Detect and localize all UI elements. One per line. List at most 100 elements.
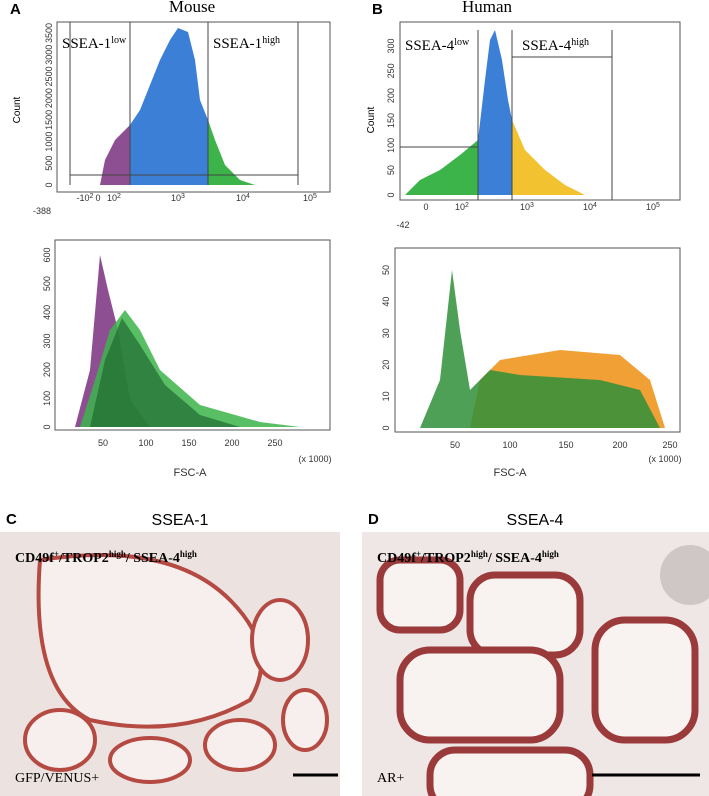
x-tick-label: 100	[502, 440, 517, 450]
x-tick-label: 103	[520, 202, 534, 213]
text: 10	[455, 202, 465, 212]
y-tick-label: 100	[386, 138, 396, 153]
superscript: 5	[656, 202, 660, 209]
text: CD49f	[15, 551, 54, 566]
x-tick-label: 105	[303, 193, 317, 204]
y-tick-label: 1000	[44, 132, 54, 152]
gate-label: SSEA-4high	[522, 37, 589, 55]
y-tick-label: 600	[42, 247, 52, 262]
text: 10	[520, 202, 530, 212]
superscript: high	[542, 549, 559, 559]
superscript: 3	[530, 202, 534, 209]
x-tick-label: -102	[77, 193, 94, 204]
x-tick-label: 104	[236, 193, 250, 204]
panel-letter: B	[372, 1, 383, 18]
text: 10	[646, 202, 656, 212]
stain-label: AR+	[377, 771, 404, 786]
panel-title: SSEA-4	[507, 512, 564, 529]
x-tick-label: 50	[98, 438, 108, 448]
x-axis-unit: (x 1000)	[648, 454, 681, 464]
y-tick-label: 2500	[44, 66, 54, 86]
y-tick-label: 300	[386, 38, 396, 53]
text: 10	[583, 202, 593, 212]
text: SSEA-1	[213, 36, 262, 52]
x-tick-label: 150	[558, 440, 573, 450]
superscript: 5	[313, 193, 317, 200]
superscript: 2	[465, 202, 469, 209]
text: / SSEA-4	[125, 551, 180, 566]
text: 0	[423, 202, 428, 212]
text: /TROP2	[58, 551, 109, 566]
hist-high	[208, 120, 255, 185]
y-tick-label: 30	[381, 328, 391, 338]
y-tick-label: 10	[381, 391, 391, 401]
x-tick-label: 150	[181, 438, 196, 448]
text: SSEA-1	[62, 36, 111, 52]
plot-frame	[394, 247, 681, 433]
superscript: 4	[593, 202, 597, 209]
y-tick-label: 0	[386, 192, 396, 197]
y-tick-label: 50	[386, 165, 396, 175]
x-axis-label: FSC-A	[174, 467, 208, 479]
y-tick-label: 250	[386, 63, 396, 78]
y-tick-label: 100	[42, 391, 52, 406]
y-tick-label: 500	[42, 276, 52, 291]
gate-label: SSEA-1low	[62, 35, 127, 53]
superscript: high	[571, 37, 589, 48]
x-tick-label: 100	[138, 438, 153, 448]
y-tick-label: 200	[42, 362, 52, 377]
x-tick-label: 103	[171, 193, 185, 204]
text: 10	[303, 193, 313, 203]
micrograph	[0, 532, 340, 796]
gate-lines	[400, 30, 613, 200]
x-tick-label: 102	[455, 202, 469, 213]
y-tick-label: 200	[386, 88, 396, 103]
panel-title: Mouse	[169, 0, 215, 16]
superscript: +	[54, 549, 59, 559]
y-tick-label: 400	[42, 305, 52, 320]
x-tick-label: 0	[423, 202, 428, 212]
text: SSEA-4	[522, 38, 572, 54]
text: SSEA-4	[405, 38, 455, 54]
micrograph	[362, 532, 709, 796]
text: 10	[171, 193, 181, 203]
panel-letter: C	[6, 511, 17, 528]
x-tick-label: 102	[107, 193, 121, 204]
hist-low	[405, 140, 478, 195]
superscript: low	[111, 35, 127, 46]
text: -10	[77, 193, 90, 203]
x-tick-label: 0	[95, 193, 100, 203]
x-tick-label: 200	[612, 440, 627, 450]
x-axis-label: FSC-A	[494, 467, 528, 479]
superscript: +	[416, 549, 421, 559]
image-caption: CD49f+/TROP2high/ SSEA-4high	[377, 549, 559, 566]
plot-frame	[54, 239, 331, 431]
panel-title: Human	[462, 0, 513, 16]
y-tick-label: 50	[381, 265, 391, 275]
text: / SSEA-4	[487, 551, 542, 566]
x-tick-label: 105	[646, 202, 660, 213]
hist-high	[512, 120, 585, 195]
superscript: high	[180, 549, 197, 559]
text: 0	[95, 193, 100, 203]
superscript: high	[471, 549, 488, 559]
hist-low	[100, 125, 130, 185]
superscript: high	[262, 35, 280, 46]
y-tick-label: 20	[381, 360, 391, 370]
superscript: 2	[117, 193, 121, 200]
panel-letter: A	[10, 1, 21, 18]
x-axis-min: -388	[33, 206, 51, 216]
y-axis-label: Count	[12, 96, 23, 123]
x-tick-label: 50	[450, 440, 460, 450]
text: 10	[107, 193, 117, 203]
stain-label: GFP/VENUS+	[15, 771, 99, 786]
y-tick-label: 0	[42, 424, 52, 429]
image-caption: CD49f+/TROP2high/ SSEA-4high	[15, 549, 197, 566]
y-tick-label: 1500	[44, 110, 54, 130]
panel-letter: D	[368, 511, 379, 528]
superscript: low	[454, 37, 470, 48]
y-tick-label: 3500	[44, 23, 54, 43]
text: /TROP2	[420, 551, 471, 566]
x-axis-min: -42	[396, 220, 409, 230]
